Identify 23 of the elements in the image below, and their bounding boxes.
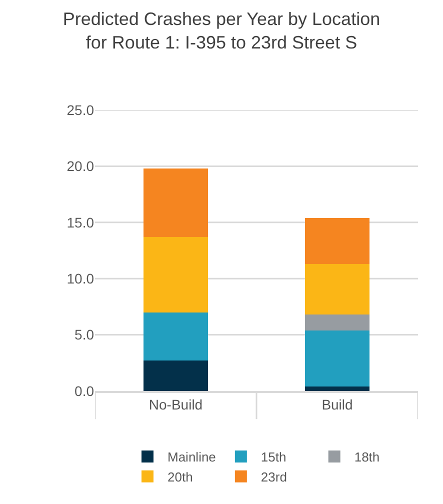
y-tick-label: 5.0 [74, 326, 94, 343]
bar [304, 330, 370, 386]
y-tick-label: 10.0 [66, 270, 94, 286]
bar [143, 312, 208, 361]
legend-label: 23rd [260, 470, 287, 484]
legend-label: 20th [168, 470, 193, 484]
y-tick-label: 25.0 [66, 102, 94, 118]
bar [304, 386, 370, 391]
y-tick-label: 15.0 [66, 214, 94, 230]
legend-label: Mainline [168, 450, 216, 465]
legend-label: 18th [354, 450, 380, 465]
y-tick-label: 20.0 [66, 158, 94, 174]
chart-title: Predicted Crashes per Year by Location for Route 1: I-395 to 23rd Street S [62, 9, 380, 53]
bar [143, 168, 208, 238]
bar [304, 314, 370, 330]
bar [304, 218, 370, 264]
legend-label: 15th [260, 450, 286, 465]
y-tick-label: 0.0 [74, 382, 94, 399]
x-tick-label: No-Build [148, 396, 203, 413]
x-tick-label: Build [322, 396, 353, 413]
bar [304, 264, 370, 315]
bar [143, 360, 208, 391]
bar [143, 237, 208, 312]
